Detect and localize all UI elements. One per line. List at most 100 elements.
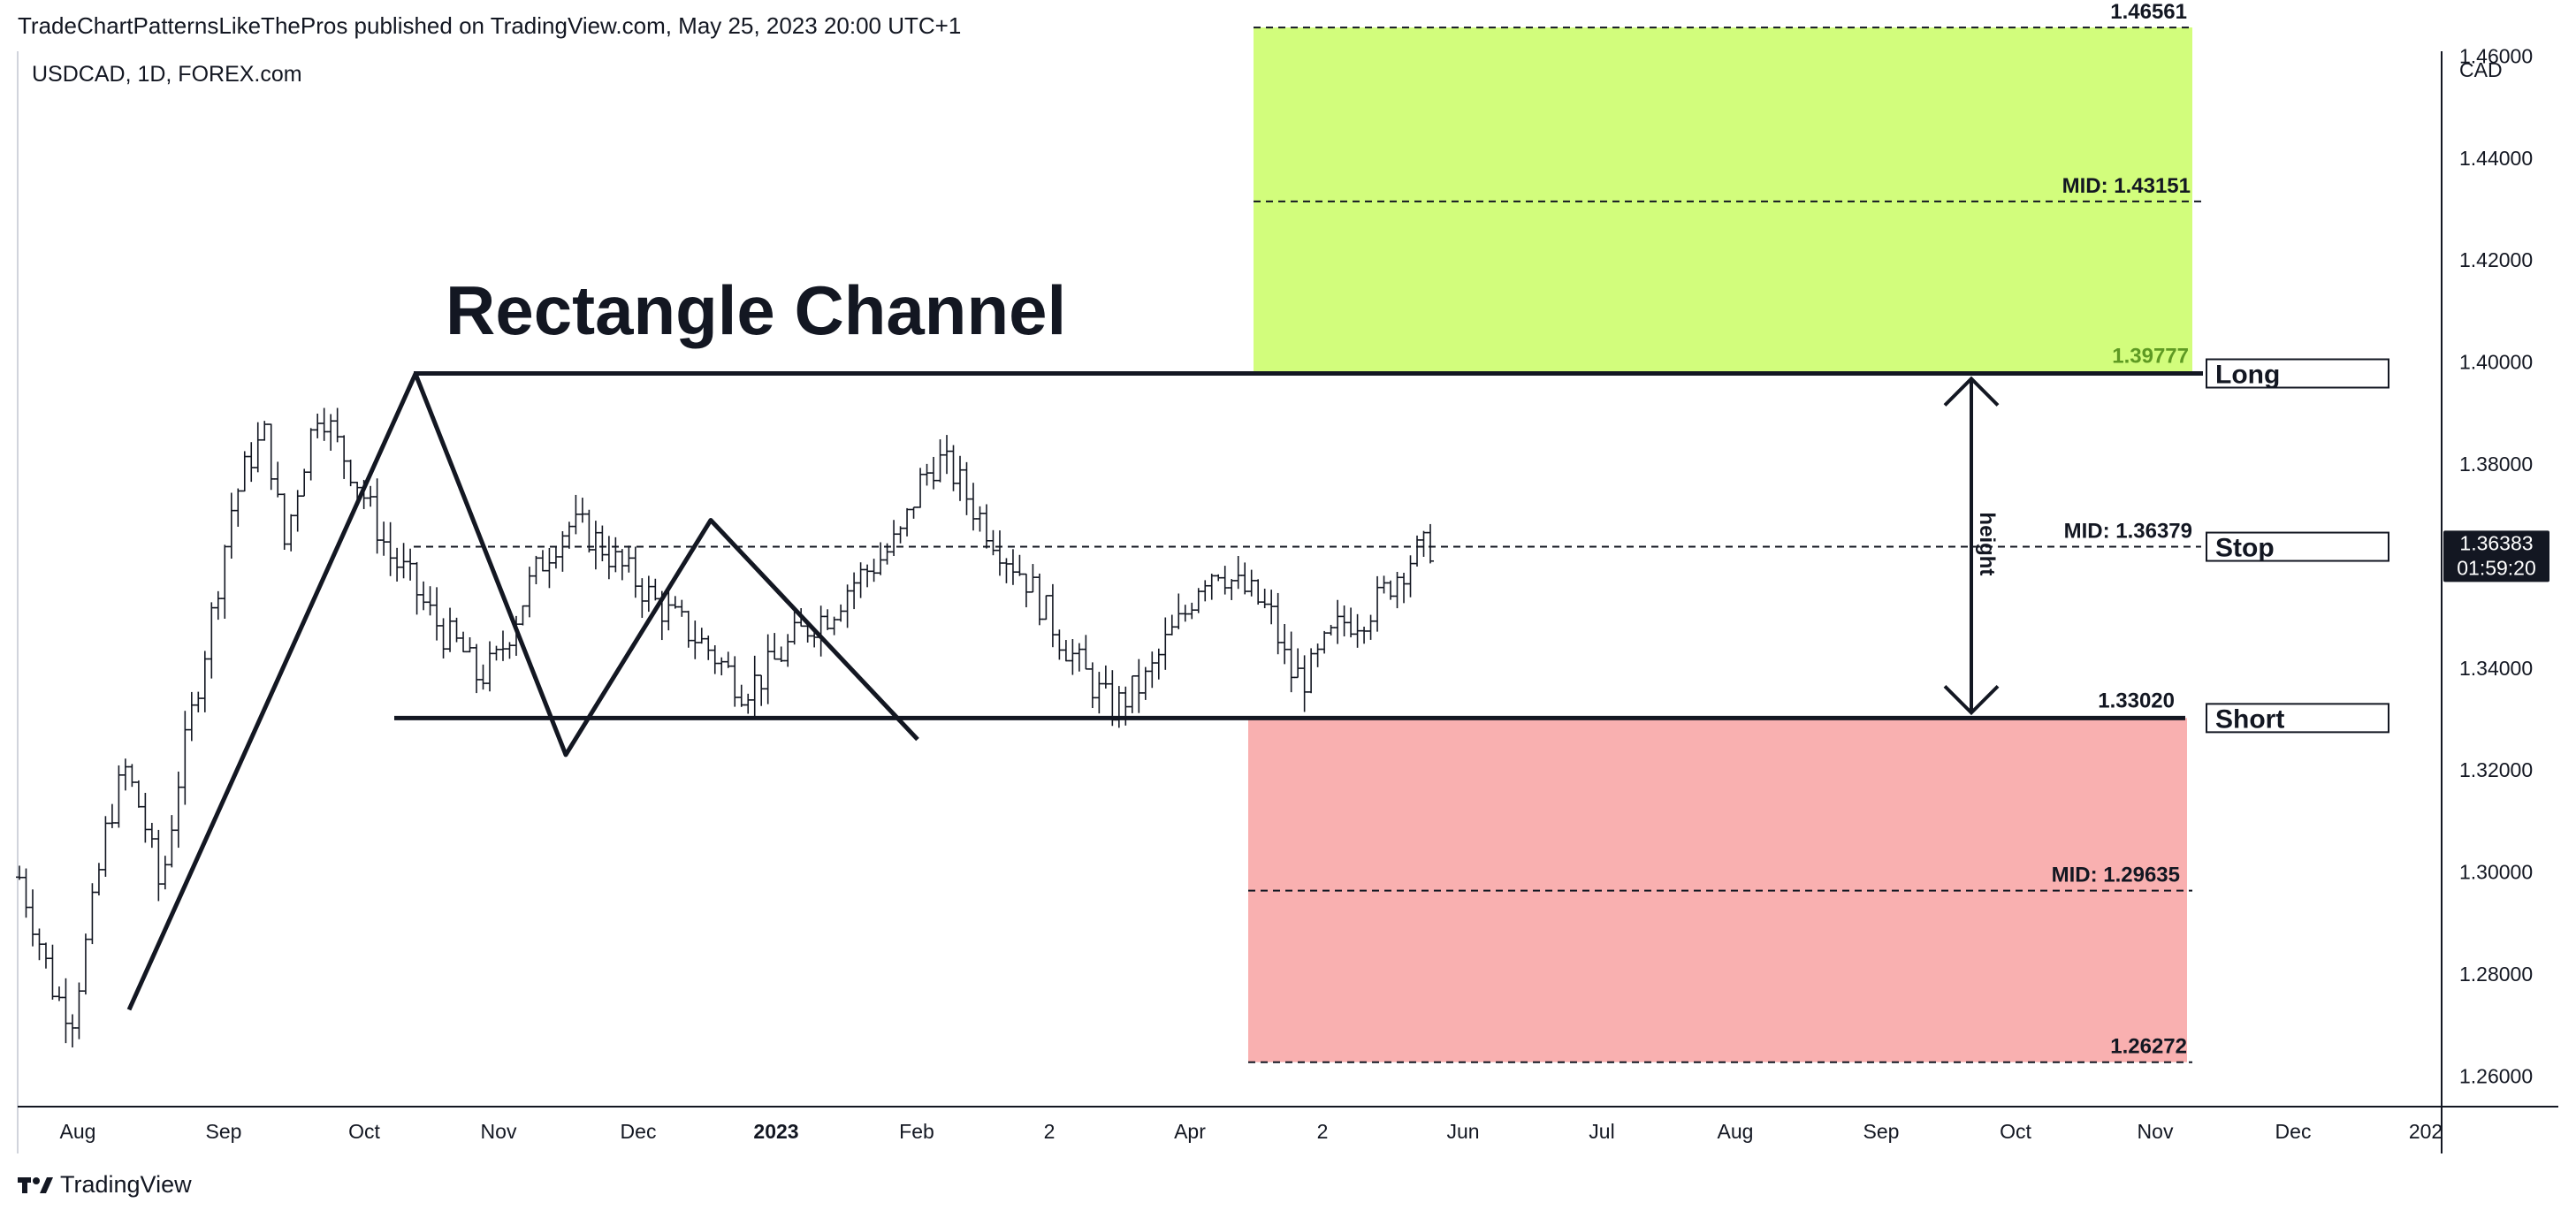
ohlc-bar bbox=[1175, 593, 1183, 629]
ohlc-bar bbox=[1353, 613, 1361, 648]
ohlc-bar bbox=[1168, 614, 1176, 636]
ohlc-bar bbox=[1406, 555, 1414, 598]
ohlc-bar bbox=[55, 986, 63, 1001]
ohlc-bar bbox=[187, 691, 195, 742]
ohlc-bar bbox=[665, 586, 673, 631]
ohlc-bar bbox=[976, 506, 984, 532]
ohlc-bar bbox=[519, 605, 527, 626]
ohlc-bar bbox=[492, 645, 500, 661]
ohlc-bar bbox=[267, 423, 275, 491]
ohlc-bar bbox=[777, 646, 785, 662]
ohlc-bar bbox=[711, 645, 719, 674]
ohlc-bar bbox=[460, 631, 468, 653]
ohlc-bar bbox=[995, 530, 1003, 576]
ohlc-bar bbox=[989, 529, 997, 556]
long-tag-box bbox=[2206, 358, 2389, 389]
ohlc-bar bbox=[1194, 588, 1202, 613]
ohlc-bar bbox=[426, 586, 434, 616]
tradingview-brand[interactable]: TradingView bbox=[18, 1171, 192, 1199]
ohlc-bar bbox=[42, 942, 50, 969]
ohlc-bar bbox=[578, 498, 586, 523]
x-tick-label: Dec bbox=[621, 1120, 657, 1143]
ohlc-bar bbox=[1287, 631, 1295, 693]
ohlc-bar bbox=[373, 478, 381, 554]
ohlc-bar bbox=[512, 615, 520, 656]
ohlc-bar bbox=[804, 623, 812, 643]
y-tick-label: 1.44000 bbox=[2459, 147, 2533, 170]
ohlc-bar bbox=[293, 490, 301, 532]
x-tick-label: Oct bbox=[2000, 1120, 2031, 1143]
ohlc-bar bbox=[817, 605, 825, 657]
ohlc-bar bbox=[327, 414, 335, 451]
ohlc-bar bbox=[301, 468, 309, 497]
y-tick-label: 1.38000 bbox=[2459, 453, 2533, 476]
y-tick-label: 1.34000 bbox=[2459, 657, 2533, 680]
short-tag-box bbox=[2206, 703, 2389, 734]
ohlc-bar bbox=[1188, 602, 1196, 620]
long-target-zone bbox=[1254, 27, 2192, 374]
long-tag-text: Long bbox=[2215, 361, 2280, 390]
ohlc-bar bbox=[433, 587, 441, 641]
ohlc-bar bbox=[49, 944, 57, 1000]
ohlc-bar bbox=[148, 822, 156, 849]
x-tick-label: Jun bbox=[1446, 1120, 1479, 1143]
ohlc-bar bbox=[758, 674, 766, 706]
ohlc-bar bbox=[320, 407, 328, 441]
ohlc-bar bbox=[400, 543, 408, 579]
long-target-label: 1.46561 bbox=[2110, 0, 2187, 24]
ohlc-bar bbox=[473, 643, 481, 694]
height-label: height bbox=[1975, 512, 1999, 575]
ohlc-bar bbox=[697, 628, 705, 644]
ohlc-bar bbox=[1162, 617, 1170, 670]
ohlc-bar bbox=[1141, 666, 1149, 700]
zigzag-pattern-line bbox=[126, 371, 919, 1011]
x-tick-label: Feb bbox=[899, 1120, 934, 1143]
ohlc-bar bbox=[208, 602, 216, 679]
ohlc-bar bbox=[261, 421, 269, 441]
ohlc-bar bbox=[314, 413, 322, 438]
ohlc-bar bbox=[1254, 579, 1262, 605]
x-tick-label: 2 bbox=[1317, 1120, 1329, 1143]
ohlc-bar bbox=[731, 656, 739, 707]
long-tag[interactable]: Long bbox=[2206, 358, 2389, 390]
ohlc-bar bbox=[545, 548, 553, 589]
bar-countdown: 01:59:20 bbox=[2457, 556, 2536, 579]
ohlc-bar bbox=[1314, 643, 1322, 667]
x-tick-label: Sep bbox=[206, 1120, 242, 1143]
ohlc-bar bbox=[744, 693, 752, 714]
stop-tag-text: Stop bbox=[2215, 534, 2275, 563]
short-tag[interactable]: Short bbox=[2206, 703, 2389, 734]
ohlc-bar bbox=[982, 504, 990, 549]
ohlc-bar bbox=[538, 550, 546, 572]
long-entry-label: 1.39777 bbox=[2112, 345, 2189, 369]
stop-tag[interactable]: Stop bbox=[2206, 531, 2389, 563]
ohlc-bar bbox=[248, 442, 255, 483]
ohlc-bar bbox=[1294, 648, 1302, 679]
x-tick-label: Nov bbox=[481, 1120, 517, 1143]
x-tick-label: 2023 bbox=[753, 1120, 798, 1143]
ohlc-bar bbox=[1082, 635, 1090, 670]
ohlc-bar bbox=[790, 610, 798, 645]
ohlc-bar bbox=[1035, 573, 1043, 626]
ohlc-bar bbox=[1069, 639, 1077, 675]
ohlc-bar bbox=[1075, 643, 1083, 672]
ohlc-bar bbox=[890, 520, 898, 557]
ohlc-bar bbox=[559, 531, 567, 572]
ohlc-bar bbox=[705, 636, 713, 660]
x-tick-label: Nov bbox=[2138, 1120, 2174, 1143]
ohlc-bar bbox=[194, 691, 202, 712]
ohlc-bar bbox=[1414, 535, 1421, 567]
ohlc-bar bbox=[737, 684, 745, 707]
ohlc-bar bbox=[618, 549, 626, 581]
current-price-label: 1.36383 01:59:20 bbox=[2443, 530, 2549, 582]
ohlc-bar bbox=[843, 584, 851, 628]
ohlc-bar bbox=[811, 630, 819, 648]
ohlc-bar bbox=[128, 764, 136, 788]
ohlc-bar bbox=[486, 641, 493, 692]
ohlc-bar bbox=[1327, 624, 1335, 636]
ohlc-bar bbox=[446, 607, 454, 652]
ohlc-bar bbox=[254, 422, 262, 473]
ohlc-bar bbox=[1367, 614, 1375, 640]
ohlc-bar bbox=[1228, 579, 1236, 600]
